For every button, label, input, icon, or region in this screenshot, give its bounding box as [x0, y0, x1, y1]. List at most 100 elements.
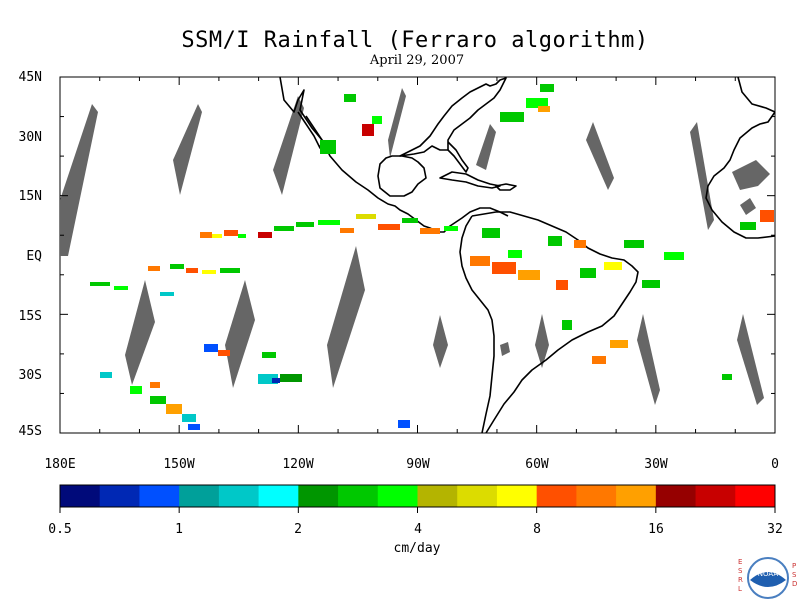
colorbar-swatch [616, 485, 657, 507]
rain-cell [182, 414, 196, 422]
colorbar-label: 2 [294, 522, 302, 537]
rain-cell [574, 240, 586, 248]
rain-cell [204, 344, 218, 352]
baja-california [297, 111, 323, 149]
colorbar-swatch [139, 485, 180, 507]
rain-cell [420, 228, 440, 234]
rainfall-cells [90, 84, 774, 430]
rain-cell [258, 374, 278, 384]
orbit-gap [225, 280, 255, 388]
orbit-gap [327, 246, 365, 388]
colorbar-swatch [377, 485, 418, 507]
rain-cell [538, 106, 550, 112]
rain-cell [444, 226, 458, 231]
rain-cell [320, 140, 336, 154]
rain-cell [500, 112, 524, 122]
lat-label-15s: 15S [18, 309, 42, 324]
rain-cell [624, 240, 644, 248]
rain-cell [344, 94, 356, 102]
lon-label-90w: 90W [406, 457, 430, 472]
colorbar-swatch [735, 485, 776, 507]
rain-cell [740, 222, 756, 230]
rain-cell [170, 264, 184, 269]
rain-cell [280, 374, 302, 382]
colorbar-swatch [258, 485, 299, 507]
lat-label-30s: 30S [18, 368, 42, 383]
lon-label-0: 0 [771, 457, 779, 472]
rain-cell [548, 236, 562, 246]
rain-cell [318, 220, 340, 225]
south-america-coast [459, 211, 639, 434]
rain-cell [398, 420, 410, 428]
north-america-coast [279, 76, 509, 233]
orbit-gap [476, 124, 496, 170]
colorbar-swatch [536, 485, 577, 507]
orbit-gap [637, 314, 660, 405]
orbit-gap [535, 314, 549, 368]
lat-label-30n: 30N [18, 130, 42, 145]
colorbar-swatch [417, 485, 458, 507]
cuba [439, 171, 501, 189]
rain-cell [160, 292, 174, 296]
lon-label-120w: 120W [282, 457, 314, 472]
colorbar-swatch [338, 485, 379, 507]
colorbar-swatch [576, 485, 617, 507]
rain-cell [556, 280, 568, 290]
rain-cell [340, 228, 354, 233]
florida [447, 141, 469, 173]
greenland-tip [737, 76, 776, 113]
colorbar-swatch [60, 485, 101, 507]
rain-cell [202, 270, 216, 274]
lon-label-30w: 30W [644, 457, 668, 472]
rain-cell [296, 222, 314, 227]
colorbar-swatch [655, 485, 697, 507]
rain-cell [470, 256, 490, 266]
colorbar-swatch [457, 485, 498, 507]
rain-cell [526, 98, 548, 108]
rain-cell [90, 282, 110, 286]
orbit-gap [60, 104, 98, 256]
orbit-gap [737, 314, 764, 405]
colorbar-label: 1 [175, 522, 183, 537]
rain-cell [642, 280, 660, 288]
rain-cell [372, 116, 382, 124]
rain-cell [664, 252, 684, 260]
rain-cell [148, 266, 160, 271]
rain-cell [272, 378, 280, 383]
rain-cell [580, 268, 596, 278]
orbit-gap [586, 122, 614, 190]
lat-label-45s: 45S [18, 424, 42, 439]
colorbar-label: 4 [414, 522, 422, 537]
rain-cell [540, 84, 554, 92]
rain-cell [562, 320, 572, 330]
colorbar-swatch [179, 485, 220, 507]
rain-cell [186, 268, 198, 273]
rain-cell [362, 124, 374, 136]
rain-cell [592, 356, 606, 364]
colorbar-label: 32 [767, 522, 783, 537]
rain-cell [130, 386, 142, 394]
colorbar [59, 485, 776, 513]
lon-label-60w: 60W [525, 457, 549, 472]
iberia-africa [705, 111, 776, 239]
rain-cell [220, 268, 240, 273]
colorbar-label: 8 [533, 522, 541, 537]
colorbar-swatch [218, 485, 260, 507]
gulf-coast [377, 155, 427, 197]
rain-cell [482, 228, 500, 238]
rain-cell [760, 210, 774, 222]
colorbar-swatch [99, 485, 140, 507]
rain-cell [258, 232, 272, 238]
hispaniola [495, 183, 517, 191]
lon-label-150w: 150W [163, 457, 195, 472]
colorbar-swatch [298, 485, 339, 507]
rain-cell [610, 340, 628, 348]
rain-cell [238, 234, 246, 238]
noaa-emblem: NOAA [747, 557, 789, 599]
orbit-gap [690, 122, 714, 230]
orbit-gap [125, 280, 155, 385]
rain-cell [356, 214, 376, 219]
noaa-text: NOAA [758, 570, 779, 578]
